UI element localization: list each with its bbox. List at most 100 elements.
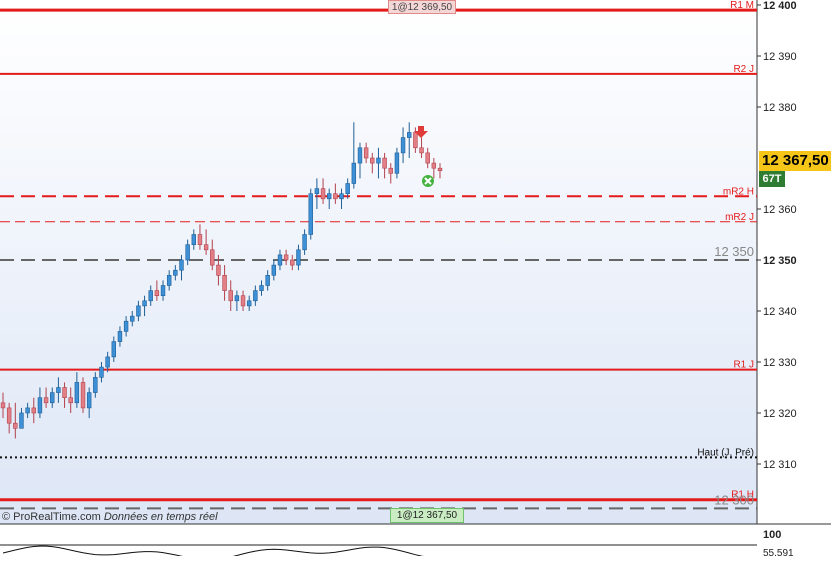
candle-body <box>277 254 283 266</box>
candle-body <box>302 234 307 251</box>
candle-body <box>50 392 55 404</box>
candle-body <box>31 407 36 414</box>
candle-body <box>228 290 233 302</box>
candle-body <box>271 264 277 276</box>
candle-body <box>394 152 400 174</box>
candle-body <box>123 320 129 332</box>
pending-order-bottom[interactable]: 1@12 367,50 <box>390 508 464 523</box>
candle-body <box>339 193 344 200</box>
candle-body <box>216 264 221 276</box>
candle-body <box>376 157 381 164</box>
candle-body <box>246 300 252 307</box>
candle-body <box>296 249 301 266</box>
pending-order-top[interactable]: 1@12 369,50 <box>388 0 456 14</box>
candle-body <box>357 147 363 164</box>
candle-body <box>222 274 227 291</box>
candle-body <box>105 356 110 368</box>
price-axis[interactable]: 12 400 12 390 12 380 12 360 12 350 12 340 12 3… <box>757 0 797 471</box>
candle-body <box>413 132 418 149</box>
candle-body <box>93 376 98 393</box>
candle-body <box>327 193 332 200</box>
candle-body <box>203 244 209 251</box>
level-label: R1 H <box>731 490 754 501</box>
brand-text: © ProRealTime.com <box>2 511 101 523</box>
axis-tick-label: 12 400 <box>763 0 797 12</box>
candle-body <box>111 341 116 358</box>
candle-body <box>197 234 203 245</box>
axis-tick-label: 12 350 <box>763 255 797 267</box>
candle-body <box>400 137 406 154</box>
candle-body <box>382 157 387 169</box>
candle-body <box>265 274 270 286</box>
level-label: mR2 H <box>723 186 754 197</box>
candle-body <box>345 183 350 194</box>
oscillator-value-label: 55,591 <box>763 548 794 556</box>
last-price-badge: 12 367,50 <box>759 151 831 171</box>
candle-body <box>431 162 437 169</box>
candle-body <box>136 305 141 317</box>
candles-layer <box>0 122 443 439</box>
candle-body <box>283 254 289 261</box>
axis-tick-label: 12 380 <box>763 102 797 114</box>
realtime-text: Données en temps réel <box>103 511 218 523</box>
axis-tick-label: 12 390 <box>763 51 797 63</box>
chart-background <box>0 0 757 524</box>
candle-body <box>425 152 430 164</box>
candle-body <box>259 285 264 291</box>
candle-body <box>19 412 24 429</box>
target-cross-icon <box>422 175 434 187</box>
level-label: 12 350 <box>714 244 754 259</box>
candle-body <box>117 331 123 342</box>
candle-body <box>37 397 43 414</box>
level-label: R2 J <box>733 64 754 75</box>
candle-body <box>351 162 357 184</box>
candle-body <box>173 269 178 276</box>
candle-body <box>308 193 313 235</box>
candle-body <box>437 167 443 172</box>
candle-body <box>56 387 61 393</box>
candle-body <box>179 259 184 271</box>
candle-body <box>99 366 104 378</box>
candle-body <box>0 402 6 409</box>
candle-body <box>68 397 73 404</box>
candle-body <box>419 147 424 154</box>
level-label: 12 300 <box>714 492 754 507</box>
axis-tick-label: 12 360 <box>763 204 797 216</box>
candle-body <box>191 234 197 245</box>
candle-body <box>407 132 412 138</box>
candle-body <box>240 295 246 307</box>
candle-body <box>234 295 240 302</box>
candle-body <box>25 407 30 414</box>
axis-tick-label: 12 320 <box>763 408 797 420</box>
candle-body <box>363 147 369 159</box>
candle-body <box>86 392 92 409</box>
levels-layer: R1 M R2 J mR2 H mR2 J 12 350 R1 J Haut (J, Pré… <box>0 0 757 510</box>
candle-body <box>320 188 326 200</box>
axis-tick-label: 12 330 <box>763 357 797 369</box>
level-label: R1 J <box>733 360 754 371</box>
sell-arrow-icon <box>414 126 428 138</box>
axis-tick-label: 12 340 <box>763 306 797 318</box>
level-label: Haut (J, Pré) <box>697 447 754 458</box>
candle-body <box>43 397 49 404</box>
candle-body <box>80 382 86 409</box>
candle-body <box>333 193 338 200</box>
candle-body <box>185 244 190 261</box>
candle-body <box>6 407 12 424</box>
axis-tick-label: 12 310 <box>763 459 797 471</box>
candle-body <box>314 188 320 195</box>
chart-footer: © ProRealTime.com Données en temps réel <box>2 511 218 523</box>
level-label: R1 M <box>730 0 754 11</box>
candle-body <box>290 259 295 266</box>
oscillator-level-label: 100 <box>763 529 781 541</box>
candle-body <box>142 300 147 307</box>
candle-body <box>62 387 67 398</box>
candle-timer-badge: 67T <box>759 171 785 187</box>
level-label: mR2 J <box>725 212 754 223</box>
oscillator-panel <box>0 525 757 556</box>
candle-body <box>154 290 160 297</box>
candle-body <box>388 167 393 174</box>
candle-body <box>130 315 135 322</box>
